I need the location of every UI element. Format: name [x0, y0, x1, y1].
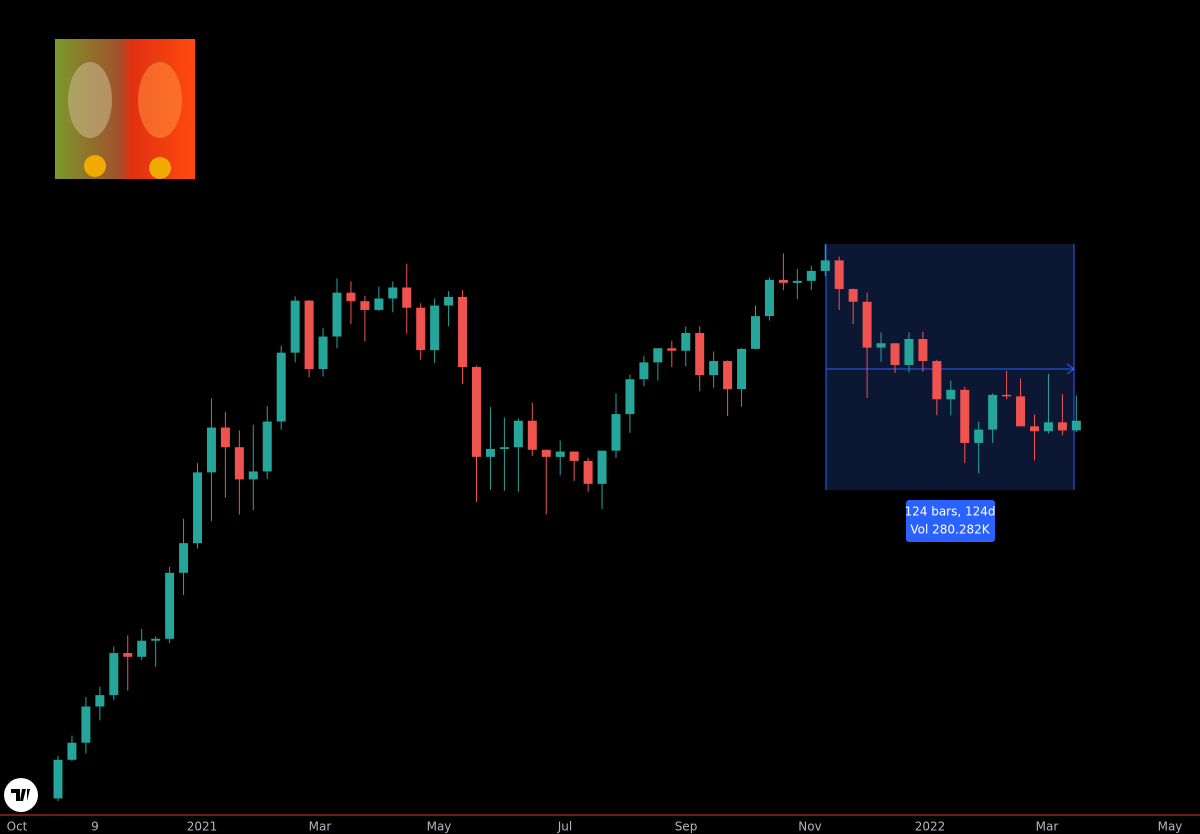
x-tick-label: May: [427, 820, 452, 834]
candle-body: [625, 379, 635, 415]
candle-body: [248, 471, 258, 480]
candle-body: [778, 279, 788, 283]
candle-body: [318, 336, 328, 369]
candle-body: [946, 389, 956, 400]
candle-body: [988, 394, 998, 430]
x-tick-label: 2021: [187, 820, 218, 834]
candle-body: [597, 450, 607, 484]
candle-body: [876, 343, 886, 348]
candle-body: [220, 427, 230, 448]
candle-body: [290, 300, 300, 353]
candle-body: [95, 695, 105, 707]
candle-body: [485, 448, 495, 457]
candle-body: [569, 451, 579, 461]
candle-body: [388, 287, 398, 299]
candle-body: [974, 429, 984, 443]
x-tick-label: 9: [91, 820, 99, 834]
candle-body: [360, 301, 370, 310]
candle-body: [918, 338, 928, 362]
x-tick-label: Mar: [309, 820, 332, 834]
candle-body: [262, 421, 272, 472]
candle-body: [737, 348, 747, 390]
x-tick-label: Nov: [798, 820, 821, 834]
candle-body: [123, 653, 133, 657]
candle-body: [1016, 396, 1026, 427]
candle-body: [653, 348, 663, 363]
candle-body: [960, 389, 970, 443]
candle-body: [751, 316, 760, 349]
x-tick-label: 2022: [915, 820, 946, 834]
candle-body: [346, 292, 356, 302]
candle-body: [444, 296, 454, 306]
candle-body: [472, 366, 481, 457]
candle-body: [234, 447, 244, 480]
candle-body: [583, 460, 593, 484]
candle-body: [430, 305, 440, 351]
candle-body: [764, 279, 774, 317]
x-tick-label: Mar: [1036, 820, 1059, 834]
candle-body: [792, 280, 802, 283]
candle-body: [276, 352, 286, 422]
candle-body: [709, 361, 719, 376]
candle-body: [1071, 420, 1081, 431]
candle-body: [1057, 422, 1067, 431]
measure-label: 124 bars, 124d: [904, 505, 995, 519]
candle-body: [109, 653, 119, 696]
candle-body: [527, 420, 537, 450]
candle-body: [513, 420, 523, 448]
measure-box: [826, 244, 1074, 490]
candle-body: [1043, 422, 1053, 432]
x-tick-label: Jul: [557, 820, 572, 834]
candle-body: [820, 260, 830, 271]
candle-body: [374, 298, 384, 310]
candle-body: [458, 296, 468, 367]
candle-body: [179, 543, 189, 573]
measure-label-box: [906, 500, 995, 542]
candles: [53, 244, 1081, 802]
candle-body: [67, 742, 77, 760]
candle-body: [1030, 426, 1039, 432]
candle-body: [332, 292, 342, 337]
candle-body: [611, 414, 621, 451]
candle-body: [932, 361, 942, 400]
tv-logo: [4, 778, 38, 812]
measure-label: Vol 280.282K: [910, 523, 990, 537]
candle-body: [53, 759, 63, 799]
x-tick-label: Sep: [675, 820, 698, 834]
candle-body: [890, 343, 900, 365]
candle-body: [416, 307, 426, 351]
candle-body: [193, 472, 202, 544]
candle-body: [206, 427, 216, 473]
candle-body: [848, 289, 858, 302]
avatar: [55, 39, 195, 179]
x-tick-label: May: [1158, 820, 1183, 834]
candle-body: [806, 270, 816, 281]
candle-body: [723, 361, 733, 390]
candle-body: [499, 447, 509, 449]
candle-body: [81, 706, 91, 743]
candle-body: [862, 301, 872, 348]
candle-body: [695, 332, 705, 376]
candle-body: [1002, 394, 1012, 397]
candle-body: [151, 638, 161, 641]
candle-body: [681, 332, 691, 351]
candle-body: [555, 451, 565, 457]
x-tick-label: Oct: [7, 820, 28, 834]
candle-body: [137, 640, 147, 657]
candle-body: [165, 572, 175, 639]
arrow-head: [1066, 363, 1075, 375]
candle-body: [904, 338, 914, 365]
candle-body: [304, 300, 314, 369]
candle-body: [541, 449, 551, 457]
candle-body: [402, 287, 412, 308]
candle-body: [667, 348, 677, 351]
candle-body: [639, 362, 649, 380]
candle-body: [834, 260, 844, 290]
